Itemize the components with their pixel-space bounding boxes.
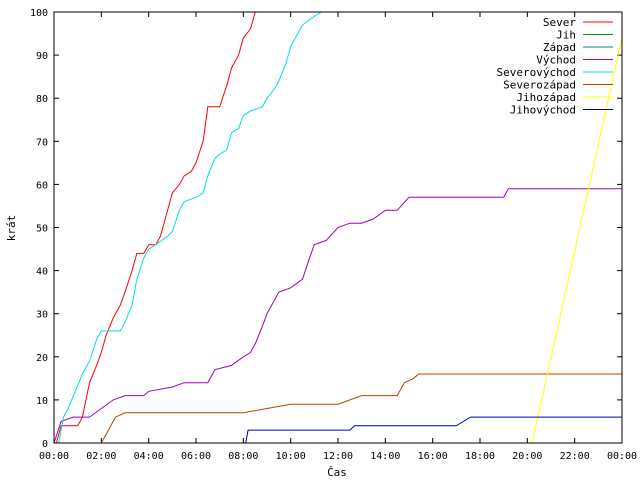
y-tick-label: 30: [36, 310, 48, 321]
x-tick-label: 10:00: [276, 451, 306, 462]
legend-label: Jihovýchod: [510, 104, 576, 117]
series-line: [531, 37, 623, 444]
legend-label: Západ: [543, 41, 576, 54]
y-tick-label: 100: [30, 8, 48, 19]
y-tick-label: 60: [36, 180, 48, 191]
x-tick-label: 02:00: [86, 451, 116, 462]
series-line: [245, 416, 622, 444]
x-tick-label: 22:00: [560, 451, 590, 462]
x-tick-label: 04:00: [134, 451, 164, 462]
y-tick-label: 40: [36, 267, 48, 278]
legend-label: Severozápad: [503, 79, 576, 92]
y-tick-label: 0: [42, 439, 48, 450]
x-tick-label: 06:00: [181, 451, 211, 462]
y-tick-label: 10: [36, 396, 48, 407]
legend-label: Jihozápad: [516, 91, 576, 104]
legend-label: Severovýchod: [497, 66, 576, 79]
y-tick-label: 20: [36, 353, 48, 364]
y-axis-label: krát: [5, 215, 18, 242]
x-tick-label: 12:00: [323, 451, 353, 462]
legend-label: Východ: [536, 54, 576, 67]
x-axis-label: Čas: [327, 466, 347, 479]
plot-frame: [53, 11, 623, 444]
series-line: [100, 373, 622, 444]
legend: SeverJihZápadVýchodSeverovýchodSeverozáp…: [497, 16, 613, 117]
series-line: [53, 188, 622, 444]
y-tick-label: 80: [36, 94, 48, 105]
y-tick-label: 50: [36, 224, 48, 235]
legend-label: Sever: [543, 16, 576, 29]
series-layer: [53, 11, 623, 444]
legend-label: Jih: [556, 29, 576, 42]
x-tick-label: 00:00: [607, 451, 637, 462]
x-tick-label: 08:00: [228, 451, 258, 462]
axes: 00:00 02:00 04:00 06:00 08:00 10:00 12:00 14:00…: [30, 8, 637, 462]
series-line: [58, 11, 322, 444]
x-tick-label: 00:00: [39, 451, 69, 462]
x-tick-label: 18:00: [465, 451, 495, 462]
x-tick-label: 14:00: [370, 451, 400, 462]
y-tick-label: 70: [36, 137, 48, 148]
x-tick-label: 16:00: [418, 451, 448, 462]
y-tick-label: 90: [36, 51, 48, 62]
x-tick-label: 20:00: [512, 451, 542, 462]
